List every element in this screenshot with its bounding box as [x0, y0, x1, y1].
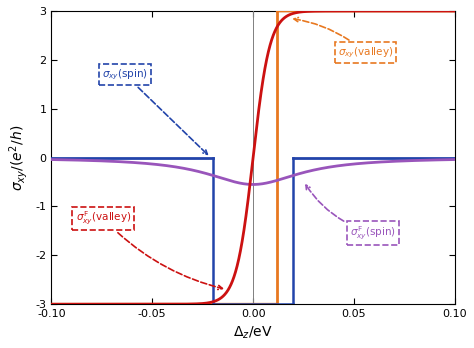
Y-axis label: $\sigma_{xy}/(e^2/h)$: $\sigma_{xy}/(e^2/h)$	[7, 125, 30, 191]
Text: $\sigma^{\rm F}_{xy}(\mathrm{spin})$: $\sigma^{\rm F}_{xy}(\mathrm{spin})$	[306, 185, 396, 242]
Text: $\sigma_{xy}(\mathrm{spin})$: $\sigma_{xy}(\mathrm{spin})$	[102, 67, 208, 155]
Text: $\sigma^{\rm F}_{xy}(\mathrm{valley})$: $\sigma^{\rm F}_{xy}(\mathrm{valley})$	[75, 210, 222, 290]
X-axis label: $\Delta_z$/eV: $\Delta_z$/eV	[233, 325, 273, 341]
Text: $\sigma_{xy}(\mathrm{valley})$: $\sigma_{xy}(\mathrm{valley})$	[294, 17, 393, 60]
